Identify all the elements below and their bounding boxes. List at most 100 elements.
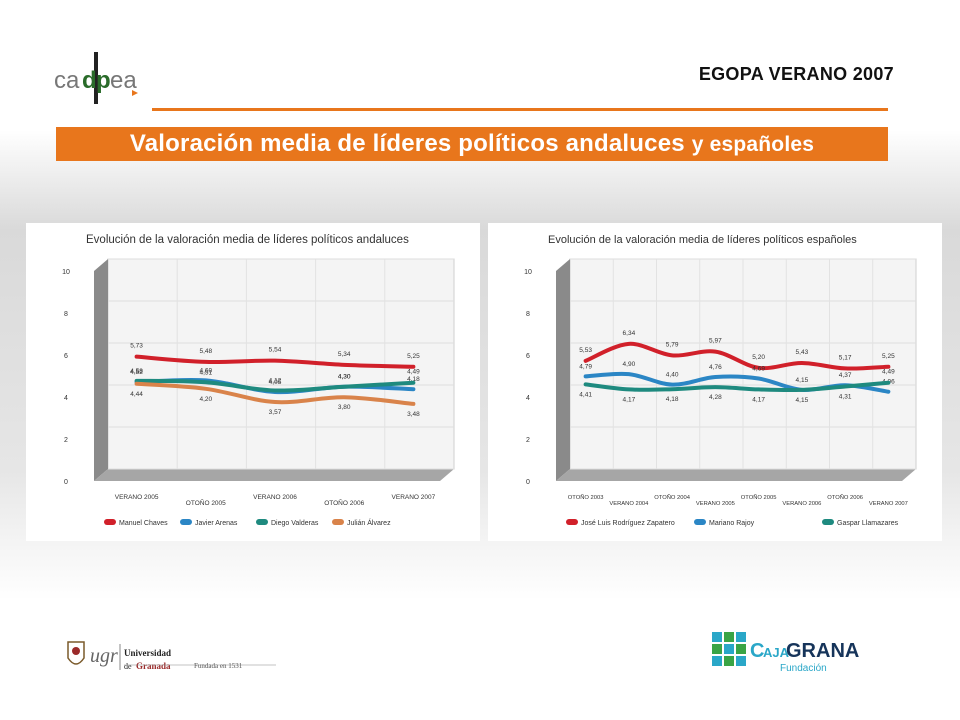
data-point xyxy=(757,366,761,370)
data-point xyxy=(713,350,717,354)
caja-prefix: C xyxy=(750,640,764,662)
data-label: 4,18 xyxy=(407,376,420,383)
data-label: 4,41 xyxy=(579,391,592,398)
ugr-initials: ugr xyxy=(90,645,118,667)
x-tick-label: VERANO 2006 xyxy=(253,494,297,501)
chart-side-wall xyxy=(556,259,570,481)
data-point xyxy=(204,380,208,384)
y-tick-label: 0 xyxy=(64,479,68,486)
logo-arrow-icon xyxy=(132,90,138,96)
data-label: 5,25 xyxy=(882,353,895,360)
ugr-logo: ugr Universidad de Granada Fundada en 15… xyxy=(62,636,280,676)
caja-name: GRANADA xyxy=(786,640,860,662)
legend-swatch xyxy=(694,519,706,525)
legend-swatch xyxy=(180,519,192,525)
data-label: 4,17 xyxy=(752,396,765,403)
ugr-line2-prefix: de xyxy=(124,662,132,671)
banner-main-text: Valoración media de líderes políticos an… xyxy=(129,130,685,157)
data-label: 4,17 xyxy=(623,396,636,403)
data-point xyxy=(342,363,346,367)
x-tick-label: OTOÑO 2006 xyxy=(827,494,863,501)
data-label: 4,05 xyxy=(269,379,282,386)
data-label: 4,52 xyxy=(130,369,143,376)
data-point xyxy=(135,382,139,386)
y-tick-label: 0 xyxy=(526,479,530,486)
series-line xyxy=(583,341,891,371)
legend-label: Manuel Chaves xyxy=(119,520,168,527)
data-label: 5,25 xyxy=(407,353,420,360)
legend-label: José Luis Rodríguez Zapatero xyxy=(581,520,675,527)
data-point xyxy=(584,382,588,386)
y-tick-label: 10 xyxy=(62,269,70,276)
legend-label: Gaspar Llamazares xyxy=(837,520,899,527)
chart-andaluces: Evolución de la valoración media de líde… xyxy=(26,223,480,541)
data-label: 3,57 xyxy=(269,409,282,416)
data-label: 4,37 xyxy=(839,372,852,379)
legend-swatch xyxy=(104,519,116,525)
data-point xyxy=(843,384,847,388)
data-label: 4,49 xyxy=(882,369,895,376)
ugr-line2: Granada xyxy=(136,661,171,671)
data-label: 5,73 xyxy=(130,343,143,350)
data-label: 6,34 xyxy=(623,330,636,337)
data-label: 4,20 xyxy=(199,396,212,403)
data-point xyxy=(627,387,631,391)
chart-floor xyxy=(94,469,454,481)
legend-label: Julián Álvarez xyxy=(347,518,391,527)
y-tick-label: 4 xyxy=(64,395,68,402)
data-point xyxy=(273,359,277,363)
legend-label: Javier Arenas xyxy=(195,520,238,527)
chart-title: Evolución de la valoración media de líde… xyxy=(548,234,857,246)
data-label: 5,48 xyxy=(199,348,212,355)
data-label: 4,49 xyxy=(407,369,420,376)
logo-bar xyxy=(94,52,98,104)
data-label: 3,48 xyxy=(407,411,420,418)
data-point xyxy=(670,387,674,391)
data-point xyxy=(411,387,415,391)
x-tick-label: VERANO 2007 xyxy=(392,494,436,501)
legend-swatch xyxy=(256,519,268,525)
data-point xyxy=(273,388,277,392)
banner-tail-text: y españoles xyxy=(691,133,815,156)
data-label: 5,53 xyxy=(579,347,592,354)
chart-title: Evolución de la valoración media de líde… xyxy=(86,234,409,246)
data-label: 4,51 xyxy=(199,369,212,376)
logo-text-a: ca xyxy=(54,67,80,94)
series-line xyxy=(583,380,891,393)
y-tick-label: 6 xyxy=(526,353,530,360)
cajagranada-emblem-icon xyxy=(712,632,746,666)
svg-text:p: p xyxy=(96,67,111,94)
page-title-banner: Valoración media de líderes políticos an… xyxy=(56,127,888,161)
data-point xyxy=(713,385,717,389)
data-label: 5,43 xyxy=(796,349,809,356)
data-label: 4,30 xyxy=(338,374,351,381)
cadpea-logo: ca d p ea xyxy=(48,48,146,108)
data-point xyxy=(713,375,717,379)
data-label: 4,58 xyxy=(130,368,143,375)
data-label: 5,34 xyxy=(338,351,351,358)
data-label: 4,18 xyxy=(666,396,679,403)
y-tick-label: 4 xyxy=(526,395,530,402)
data-label: 4,28 xyxy=(709,394,722,401)
data-label: 4,40 xyxy=(666,372,679,379)
data-point xyxy=(135,355,139,359)
legend-label: Mariano Rajoy xyxy=(709,520,755,527)
x-tick-label: VERANO 2006 xyxy=(782,501,821,507)
header-divider xyxy=(152,108,888,111)
data-label: 5,54 xyxy=(269,347,282,354)
x-tick-label: OTOÑO 2005 xyxy=(186,498,226,507)
data-label: 4,31 xyxy=(839,393,852,400)
data-point xyxy=(204,360,208,364)
x-tick-label: OTOÑO 2006 xyxy=(324,498,364,507)
data-point xyxy=(800,388,804,392)
data-label: 4,15 xyxy=(796,397,809,404)
legend-swatch xyxy=(332,519,344,525)
data-point xyxy=(411,381,415,385)
ugr-line1: Universidad xyxy=(124,648,171,658)
data-label: 4,90 xyxy=(623,361,636,368)
y-tick-label: 2 xyxy=(526,437,530,444)
data-label: 5,97 xyxy=(709,338,722,345)
data-point xyxy=(886,365,890,369)
data-point xyxy=(886,390,890,394)
chart-andaluces-svg: Evolución de la valoración media de líde… xyxy=(62,234,455,527)
